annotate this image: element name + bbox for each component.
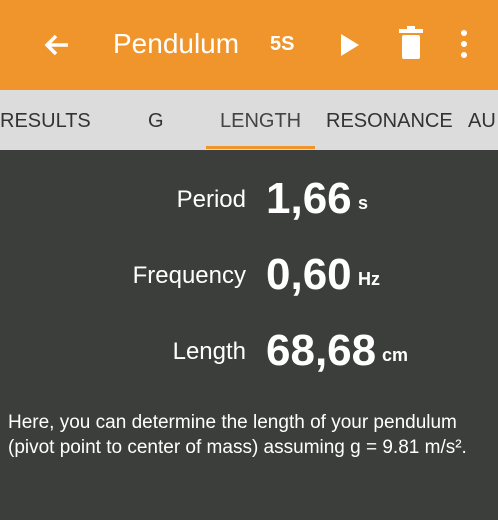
result-label: Frequency — [133, 262, 246, 290]
result-value: 68,68 — [266, 326, 376, 376]
screen: Pendulum 5S RESULTS G LENGTH RESONANCE AU Pe… — [0, 0, 498, 520]
result-row: Frequency 0,60 Hz — [0, 244, 498, 304]
tab-bar: RESULTS G LENGTH RESONANCE AU — [0, 90, 498, 150]
result-unit: Hz — [358, 269, 380, 290]
result-value: 1,66 — [266, 174, 352, 224]
result-unit: cm — [382, 345, 408, 366]
tab[interactable]: LENGTH — [220, 110, 301, 133]
tab[interactable]: AU — [468, 110, 496, 133]
tab[interactable]: RESONANCE — [326, 110, 453, 133]
result-row: Period 1,66 s — [0, 168, 498, 228]
tab-indicator — [206, 146, 315, 149]
result-row: Length 68,68 cm — [0, 320, 498, 380]
tab[interactable]: G — [148, 110, 164, 133]
app-title: Pendulum — [113, 28, 239, 60]
timer-button[interactable]: 5S — [270, 33, 294, 56]
menu-button[interactable] — [458, 28, 470, 62]
app-bar: Pendulum 5S — [0, 0, 498, 90]
result-unit: s — [358, 193, 368, 214]
result-label: Period — [177, 186, 246, 214]
tab[interactable]: RESULTS — [0, 110, 91, 133]
play-button[interactable] — [338, 32, 362, 58]
delete-button[interactable] — [398, 26, 424, 60]
back-button[interactable] — [42, 30, 72, 60]
result-label: Length — [173, 338, 246, 366]
result-value: 0,60 — [266, 250, 352, 300]
description: Here, you can determine the length of yo… — [8, 410, 492, 460]
